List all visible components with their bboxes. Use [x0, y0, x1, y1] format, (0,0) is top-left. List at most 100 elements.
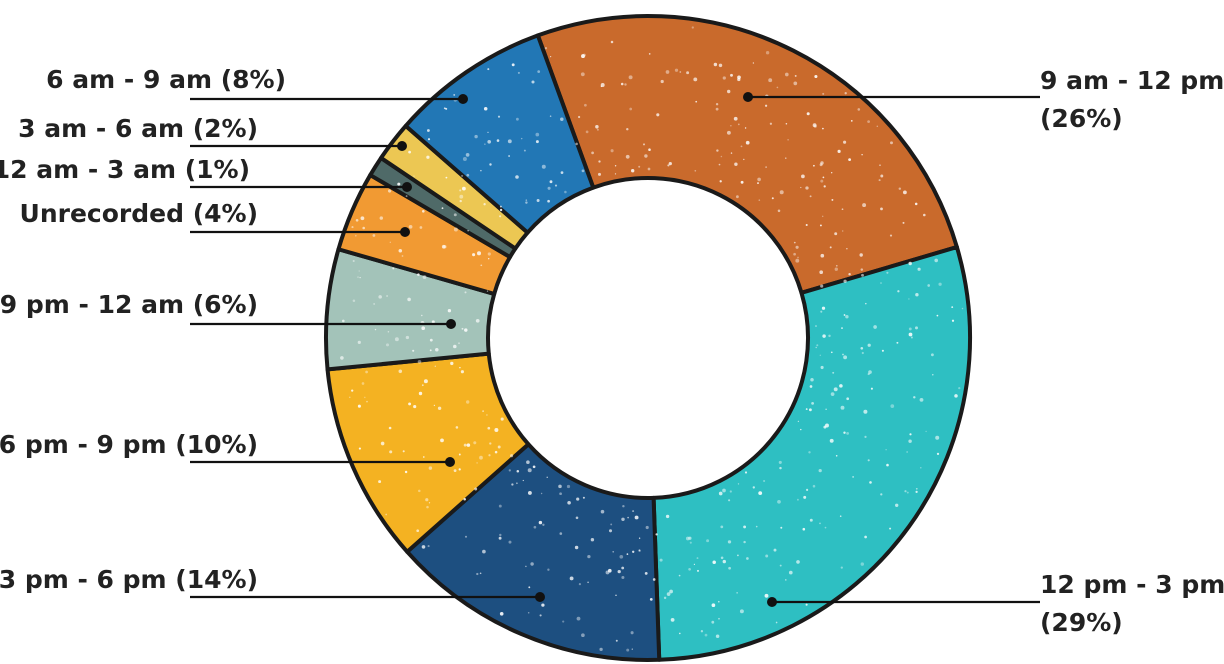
texture-speck — [876, 125, 879, 128]
texture-speck — [718, 163, 721, 166]
texture-speck — [909, 433, 912, 436]
texture-speck — [474, 487, 478, 491]
texture-speck — [779, 190, 784, 195]
texture-speck — [655, 533, 658, 536]
texture-speck — [819, 522, 821, 525]
texture-speck — [447, 309, 452, 313]
texture-speck — [793, 81, 798, 86]
texture-speck — [453, 213, 457, 217]
leader-dot — [535, 592, 545, 602]
texture-speck — [461, 327, 464, 330]
texture-speck — [421, 545, 426, 549]
texture-speck — [385, 513, 388, 516]
texture-speck — [631, 169, 635, 173]
texture-speck — [727, 540, 732, 544]
texture-speck — [890, 141, 893, 145]
texture-speck — [549, 180, 553, 184]
texture-speck — [582, 496, 585, 499]
texture-speck — [423, 379, 428, 384]
texture-speck — [580, 72, 585, 77]
texture-speck — [622, 504, 625, 508]
texture-speck — [541, 164, 546, 169]
texture-speck — [547, 199, 550, 203]
texture-speck — [720, 155, 723, 158]
texture-speck — [763, 479, 766, 483]
texture-speck — [638, 549, 641, 552]
texture-speck — [547, 568, 550, 571]
texture-speck — [542, 523, 545, 526]
texture-speck — [846, 397, 850, 401]
texture-speck — [758, 199, 761, 201]
leader-dot — [458, 94, 468, 104]
texture-speck — [915, 490, 918, 494]
texture-speck — [530, 562, 534, 566]
texture-speck — [441, 207, 444, 210]
texture-speck — [549, 115, 552, 117]
texture-speck — [720, 525, 724, 529]
texture-speck — [691, 26, 694, 29]
texture-speck — [458, 468, 461, 471]
texture-speck — [352, 299, 356, 302]
texture-speck — [362, 226, 365, 230]
texture-speck — [852, 476, 854, 478]
texture-speck — [359, 276, 361, 279]
texture-speck — [678, 574, 681, 577]
texture-speck — [740, 145, 743, 148]
texture-speck — [812, 123, 817, 128]
texture-speck — [516, 482, 518, 485]
texture-speck — [621, 566, 625, 570]
texture-speck — [466, 173, 470, 177]
texture-speck — [483, 203, 486, 206]
texture-speck — [527, 490, 532, 495]
texture-speck — [541, 603, 545, 607]
texture-speck — [736, 592, 738, 594]
texture-speck — [821, 215, 824, 218]
texture-speck — [862, 203, 867, 208]
texture-speck — [843, 140, 847, 144]
texture-speck — [819, 270, 824, 275]
texture-speck — [822, 127, 824, 130]
texture-speck — [487, 68, 490, 71]
texture-speck — [885, 449, 887, 451]
texture-speck — [453, 227, 458, 232]
texture-speck — [615, 639, 618, 642]
texture-speck — [776, 86, 779, 89]
texture-speck — [840, 405, 845, 410]
texture-speck — [576, 616, 581, 621]
texture-speck — [480, 169, 482, 172]
texture-speck — [525, 201, 528, 204]
texture-speck — [755, 525, 758, 528]
texture-speck — [569, 576, 574, 581]
texture-speck — [666, 592, 671, 596]
texture-speck — [737, 75, 741, 80]
texture-speck — [843, 355, 848, 360]
texture-speck — [566, 484, 571, 489]
texture-speck — [830, 392, 835, 396]
texture-speck — [487, 426, 491, 430]
texture-speck — [547, 186, 551, 190]
texture-speck — [880, 282, 882, 284]
texture-speck — [819, 163, 823, 167]
texture-speck — [378, 295, 382, 299]
texture-speck — [554, 184, 558, 187]
texture-speck — [718, 63, 723, 68]
texture-speck — [443, 107, 446, 110]
texture-speck — [422, 210, 425, 213]
texture-speck — [405, 195, 408, 198]
texture-speck — [825, 408, 827, 410]
texture-speck — [527, 612, 530, 614]
texture-speck — [839, 384, 843, 388]
texture-speck — [418, 391, 423, 396]
texture-speck — [821, 306, 826, 310]
texture-speck — [525, 565, 527, 568]
texture-speck — [648, 148, 651, 151]
texture-speck — [537, 70, 541, 73]
texture-speck — [869, 481, 872, 484]
texture-speck — [954, 394, 958, 398]
texture-speck — [805, 186, 809, 190]
texture-speck — [494, 428, 499, 432]
texture-speck — [915, 293, 919, 297]
texture-speck — [737, 554, 739, 557]
texture-speck — [715, 634, 720, 639]
texture-speck — [585, 130, 589, 134]
